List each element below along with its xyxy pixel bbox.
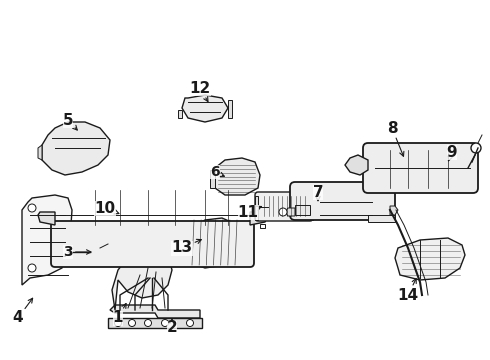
Polygon shape — [255, 196, 258, 220]
Polygon shape — [395, 238, 465, 280]
Polygon shape — [138, 248, 162, 260]
Text: 13: 13 — [172, 239, 201, 256]
Polygon shape — [38, 145, 42, 160]
Polygon shape — [60, 222, 185, 230]
FancyBboxPatch shape — [363, 143, 478, 193]
Circle shape — [91, 247, 101, 257]
Circle shape — [187, 320, 194, 327]
Text: 1: 1 — [113, 303, 126, 325]
Polygon shape — [250, 212, 268, 225]
Polygon shape — [110, 305, 200, 318]
Text: 3: 3 — [63, 245, 91, 259]
Polygon shape — [178, 110, 182, 118]
Polygon shape — [390, 206, 398, 215]
FancyBboxPatch shape — [51, 221, 254, 267]
Text: 4: 4 — [13, 298, 33, 325]
Polygon shape — [22, 195, 72, 285]
Text: 2: 2 — [167, 319, 177, 336]
Circle shape — [279, 208, 287, 216]
Polygon shape — [158, 248, 190, 257]
Text: 5: 5 — [63, 112, 77, 130]
Text: 12: 12 — [189, 81, 211, 102]
Circle shape — [28, 264, 36, 272]
Text: 6: 6 — [210, 165, 224, 179]
Polygon shape — [38, 212, 55, 225]
Text: 8: 8 — [387, 121, 404, 156]
Polygon shape — [345, 155, 368, 175]
Circle shape — [28, 204, 36, 212]
Polygon shape — [310, 196, 313, 220]
Circle shape — [162, 320, 169, 327]
Polygon shape — [182, 95, 228, 122]
Text: 10: 10 — [95, 201, 119, 216]
Text: 11: 11 — [238, 204, 262, 220]
Circle shape — [471, 143, 481, 153]
FancyBboxPatch shape — [255, 192, 313, 221]
Text: 9: 9 — [447, 144, 457, 161]
Polygon shape — [42, 122, 110, 175]
Polygon shape — [212, 158, 260, 195]
Polygon shape — [260, 224, 265, 228]
Polygon shape — [285, 208, 295, 216]
Polygon shape — [182, 218, 242, 268]
FancyBboxPatch shape — [290, 182, 395, 220]
Circle shape — [128, 320, 136, 327]
Polygon shape — [210, 170, 215, 188]
Polygon shape — [112, 248, 172, 310]
Circle shape — [145, 320, 151, 327]
Polygon shape — [368, 215, 395, 222]
Polygon shape — [295, 205, 310, 215]
Text: 14: 14 — [397, 279, 418, 302]
Circle shape — [115, 320, 122, 327]
Polygon shape — [108, 318, 202, 328]
Polygon shape — [228, 100, 232, 118]
Text: 7: 7 — [313, 185, 323, 201]
